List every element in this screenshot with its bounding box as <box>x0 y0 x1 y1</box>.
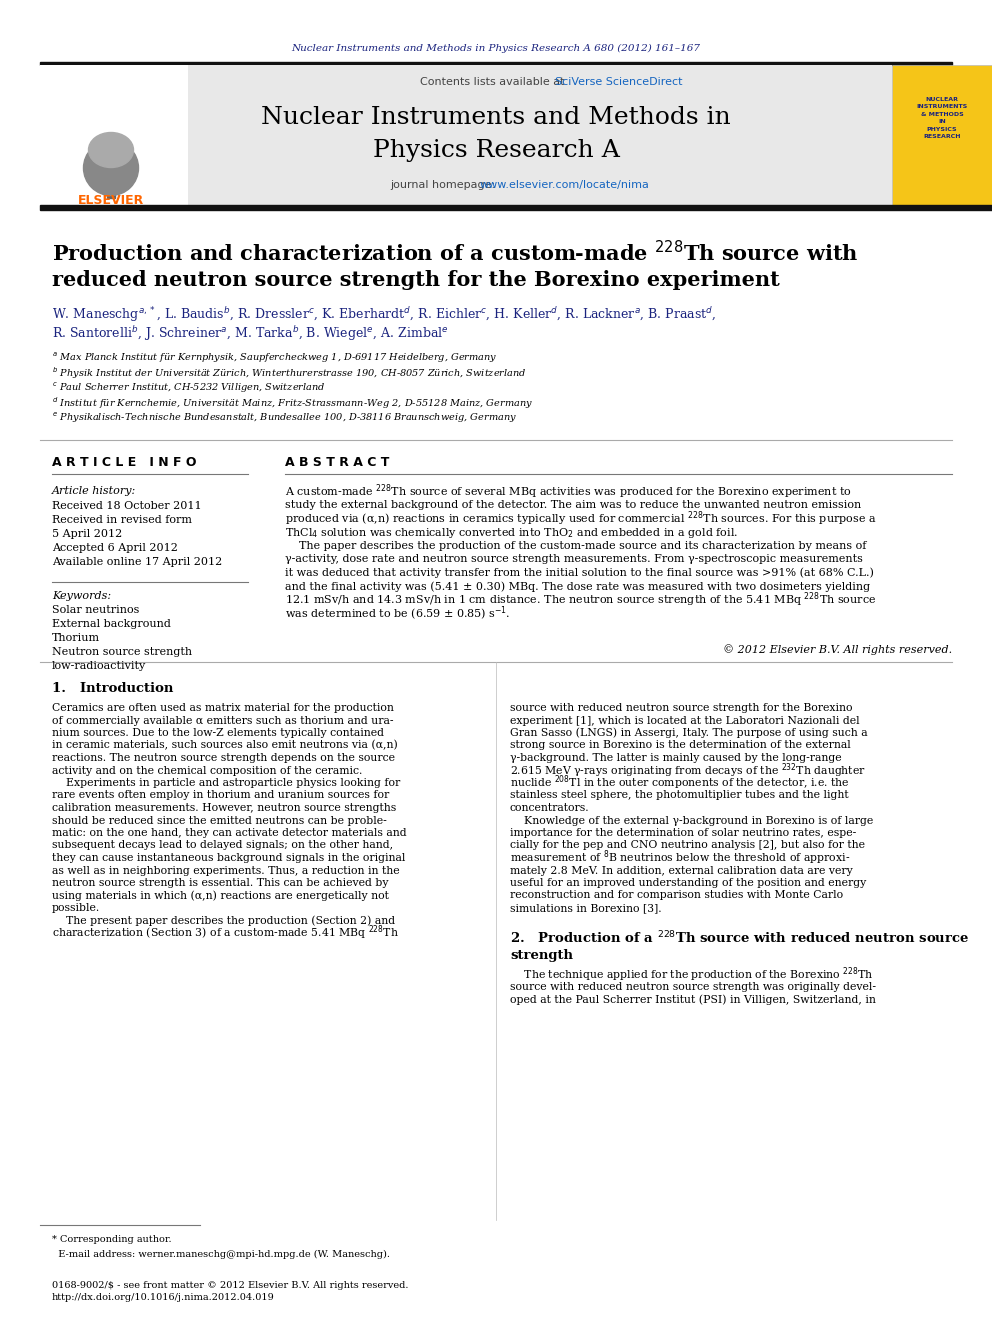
Bar <box>40 65 188 205</box>
Text: W. Maneschg$^{a,*}$, L. Baudis$^{b}$, R. Dressler$^{c}$, K. Eberhardt$^{d}$, R. : W. Maneschg$^{a,*}$, L. Baudis$^{b}$, R.… <box>52 306 716 324</box>
Text: A B S T R A C T: A B S T R A C T <box>285 455 390 468</box>
Ellipse shape <box>83 140 139 196</box>
Text: E-mail address: werner.maneschg@mpi-hd.mpg.de (W. Maneschg).: E-mail address: werner.maneschg@mpi-hd.m… <box>52 1249 390 1258</box>
Text: they can cause instantaneous background signals in the original: they can cause instantaneous background … <box>52 853 406 863</box>
Text: Contents lists available at: Contents lists available at <box>420 77 568 87</box>
Text: strong source in Borexino is the determination of the external: strong source in Borexino is the determi… <box>510 741 851 750</box>
Text: it was deduced that activity transfer from the initial solution to the final sou: it was deduced that activity transfer fr… <box>285 568 874 578</box>
Text: should be reduced since the emitted neutrons can be proble-: should be reduced since the emitted neut… <box>52 815 387 826</box>
Text: reactions. The neutron source strength depends on the source: reactions. The neutron source strength d… <box>52 753 395 763</box>
Text: source with reduced neutron source strength was originally devel-: source with reduced neutron source stren… <box>510 982 876 992</box>
Text: characterization (Section 3) of a custom-made 5.41 MBq $^{228}$Th: characterization (Section 3) of a custom… <box>52 923 399 942</box>
Bar <box>107 173 115 198</box>
Text: A R T I C L E   I N F O: A R T I C L E I N F O <box>52 455 196 468</box>
Text: $^{e}$ Physikalisch-Technische Bundesanstalt, Bundesallee 100, D-38116 Braunschw: $^{e}$ Physikalisch-Technische Bundesans… <box>52 411 517 425</box>
Text: ELSEVIER: ELSEVIER <box>78 193 144 206</box>
Text: Received in revised form: Received in revised form <box>52 515 192 525</box>
Text: R. Santorelli$^{b}$, J. Schreiner$^{a}$, M. Tarka$^{b}$, B. Wiegel$^{e}$, A. Zim: R. Santorelli$^{b}$, J. Schreiner$^{a}$,… <box>52 324 448 344</box>
Text: Knowledge of the external γ-background in Borexino is of large: Knowledge of the external γ-background i… <box>510 815 873 826</box>
Text: 12.1 mSv/h and 14.3 mSv/h in 1 cm distance. The neutron source strength of the 5: 12.1 mSv/h and 14.3 mSv/h in 1 cm distan… <box>285 590 876 610</box>
Bar <box>40 205 992 210</box>
Text: NUCLEAR
INSTRUMENTS
& METHODS
IN
PHYSICS
RESEARCH: NUCLEAR INSTRUMENTS & METHODS IN PHYSICS… <box>917 97 967 139</box>
Text: Received 18 October 2011: Received 18 October 2011 <box>52 501 201 511</box>
Text: Production and characterization of a custom-made $^{228}$Th source with: Production and characterization of a cus… <box>52 241 858 266</box>
Text: Ceramics are often used as matrix material for the production: Ceramics are often used as matrix materi… <box>52 703 394 713</box>
Text: reconstruction and for comparison studies with Monte Carlo: reconstruction and for comparison studie… <box>510 890 843 901</box>
Text: © 2012 Elsevier B.V. All rights reserved.: © 2012 Elsevier B.V. All rights reserved… <box>723 644 952 655</box>
Bar <box>40 65 892 205</box>
Text: using materials in which (α,n) reactions are energetically not: using materials in which (α,n) reactions… <box>52 890 389 901</box>
Text: A custom-made $^{228}$Th source of several MBq activities was produced for the B: A custom-made $^{228}$Th source of sever… <box>285 483 852 501</box>
Text: 2.   Production of a $^{228}$Th source with reduced neutron source: 2. Production of a $^{228}$Th source wit… <box>510 930 969 947</box>
Text: $^{b}$ Physik Institut der Universität Zürich, Winterthurerstrasse 190, CH-8057 : $^{b}$ Physik Institut der Universität Z… <box>52 365 527 381</box>
Text: The present paper describes the production (Section 2) and: The present paper describes the producti… <box>52 916 395 926</box>
Text: study the external background of the detector. The aim was to reduce the unwante: study the external background of the det… <box>285 500 861 511</box>
Text: cially for the pep and CNO neutrino analysis [2], but also for the: cially for the pep and CNO neutrino anal… <box>510 840 865 851</box>
Text: nuclide $^{208}$Tl in the outer components of the detector, i.e. the: nuclide $^{208}$Tl in the outer componen… <box>510 774 850 792</box>
Text: Accepted 6 April 2012: Accepted 6 April 2012 <box>52 542 178 553</box>
Text: 1.   Introduction: 1. Introduction <box>52 681 174 695</box>
Text: www.elsevier.com/locate/nima: www.elsevier.com/locate/nima <box>480 180 650 191</box>
Text: Solar neutrinos: Solar neutrinos <box>52 605 139 615</box>
Text: produced via (α,n) reactions in ceramics typically used for commercial $^{228}$T: produced via (α,n) reactions in ceramics… <box>285 509 876 528</box>
Text: * Corresponding author.: * Corresponding author. <box>52 1236 172 1245</box>
Text: SciVerse ScienceDirect: SciVerse ScienceDirect <box>555 77 682 87</box>
Bar <box>892 65 992 205</box>
Text: ThCl$_{4}$ solution was chemically converted into ThO$_{2}$ and embedded in a go: ThCl$_{4}$ solution was chemically conve… <box>285 525 738 540</box>
Text: journal homepage:: journal homepage: <box>390 180 499 191</box>
Text: useful for an improved understanding of the position and energy: useful for an improved understanding of … <box>510 878 866 888</box>
Text: measurement of $^{8}$B neutrinos below the threshold of approxi-: measurement of $^{8}$B neutrinos below t… <box>510 848 850 868</box>
Text: rare events often employ in thorium and uranium sources for: rare events often employ in thorium and … <box>52 791 389 800</box>
Text: External background: External background <box>52 619 171 628</box>
Text: reduced neutron source strength for the Borexino experiment: reduced neutron source strength for the … <box>52 270 780 290</box>
Text: concentrators.: concentrators. <box>510 803 589 814</box>
Text: possible.: possible. <box>52 904 100 913</box>
Text: matic: on the one hand, they can activate detector materials and: matic: on the one hand, they can activat… <box>52 828 407 837</box>
Text: γ-activity, dose rate and neutron source strength measurements. From γ-spectrosc: γ-activity, dose rate and neutron source… <box>285 554 863 565</box>
Text: 5 April 2012: 5 April 2012 <box>52 529 122 538</box>
Text: was determined to be (6.59 ± 0.85) s$^{-1}$.: was determined to be (6.59 ± 0.85) s$^{-… <box>285 605 511 623</box>
Text: Available online 17 April 2012: Available online 17 April 2012 <box>52 557 222 568</box>
Text: Nuclear Instruments and Methods in: Nuclear Instruments and Methods in <box>261 106 731 130</box>
Text: 0168-9002/$ - see front matter © 2012 Elsevier B.V. All rights reserved.: 0168-9002/$ - see front matter © 2012 El… <box>52 1281 409 1290</box>
Text: subsequent decays lead to delayed signals; on the other hand,: subsequent decays lead to delayed signal… <box>52 840 393 851</box>
Text: Experiments in particle and astroparticle physics looking for: Experiments in particle and astroparticl… <box>52 778 400 789</box>
Text: and the final activity was (5.41 ± 0.30) MBq. The dose rate was measured with tw: and the final activity was (5.41 ± 0.30)… <box>285 581 870 591</box>
Text: oped at the Paul Scherrer Institut (PSI) in Villigen, Switzerland, in: oped at the Paul Scherrer Institut (PSI)… <box>510 994 876 1004</box>
Text: experiment [1], which is located at the Laboratori Nazionali del: experiment [1], which is located at the … <box>510 716 860 725</box>
Text: Thorium: Thorium <box>52 632 100 643</box>
Text: simulations in Borexino [3].: simulations in Borexino [3]. <box>510 904 662 913</box>
Text: $^{d}$ Institut für Kernchemie, Universität Mainz, Fritz-Strassmann-Weg 2, D-551: $^{d}$ Institut für Kernchemie, Universi… <box>52 396 533 411</box>
Text: http://dx.doi.org/10.1016/j.nima.2012.04.019: http://dx.doi.org/10.1016/j.nima.2012.04… <box>52 1294 275 1303</box>
Text: Nuclear Instruments and Methods in Physics Research A 680 (2012) 161–167: Nuclear Instruments and Methods in Physi… <box>292 44 700 53</box>
Text: strength: strength <box>510 949 573 962</box>
Text: Article history:: Article history: <box>52 486 136 496</box>
Text: $^{a}$ Max Planck Institut für Kernphysik, Saupfercheckweg 1, D-69117 Heidelberg: $^{a}$ Max Planck Institut für Kernphysi… <box>52 351 497 365</box>
Text: low-radioactivity: low-radioactivity <box>52 662 146 671</box>
Text: as well as in neighboring experiments. Thus, a reduction in the: as well as in neighboring experiments. T… <box>52 865 400 876</box>
Bar <box>40 62 952 65</box>
Text: Keywords:: Keywords: <box>52 591 111 601</box>
Text: of commercially available α emitters such as thorium and ura-: of commercially available α emitters suc… <box>52 716 394 725</box>
Text: importance for the determination of solar neutrino rates, espe-: importance for the determination of sola… <box>510 828 856 837</box>
Text: source with reduced neutron source strength for the Borexino: source with reduced neutron source stren… <box>510 703 852 713</box>
Text: stainless steel sphere, the photomultiplier tubes and the light: stainless steel sphere, the photomultipl… <box>510 791 848 800</box>
Ellipse shape <box>88 132 134 168</box>
Text: Neutron source strength: Neutron source strength <box>52 647 192 658</box>
Text: in ceramic materials, such sources also emit neutrons via (α,n): in ceramic materials, such sources also … <box>52 741 398 750</box>
Text: 2.615 MeV γ-rays originating from decays of the $^{232}$Th daughter: 2.615 MeV γ-rays originating from decays… <box>510 761 866 779</box>
Text: Gran Sasso (LNGS) in Assergi, Italy. The purpose of using such a: Gran Sasso (LNGS) in Assergi, Italy. The… <box>510 728 868 738</box>
Text: nium sources. Due to the low-Z elements typically contained: nium sources. Due to the low-Z elements … <box>52 728 384 738</box>
Text: activity and on the chemical composition of the ceramic.: activity and on the chemical composition… <box>52 766 362 775</box>
Text: γ-background. The latter is mainly caused by the long-range: γ-background. The latter is mainly cause… <box>510 753 841 763</box>
Text: $^{c}$ Paul Scherrer Institut, CH-5232 Villigen, Switzerland: $^{c}$ Paul Scherrer Institut, CH-5232 V… <box>52 381 325 396</box>
Text: Physics Research A: Physics Research A <box>373 139 619 161</box>
Text: The paper describes the production of the custom-made source and its characteriz: The paper describes the production of th… <box>285 541 866 550</box>
Text: neutron source strength is essential. This can be achieved by: neutron source strength is essential. Th… <box>52 878 389 888</box>
Text: calibration measurements. However, neutron source strengths: calibration measurements. However, neutr… <box>52 803 396 814</box>
Text: mately 2.8 MeV. In addition, external calibration data are very: mately 2.8 MeV. In addition, external ca… <box>510 865 853 876</box>
Text: The technique applied for the production of the Borexino $^{228}$Th: The technique applied for the production… <box>510 966 874 984</box>
